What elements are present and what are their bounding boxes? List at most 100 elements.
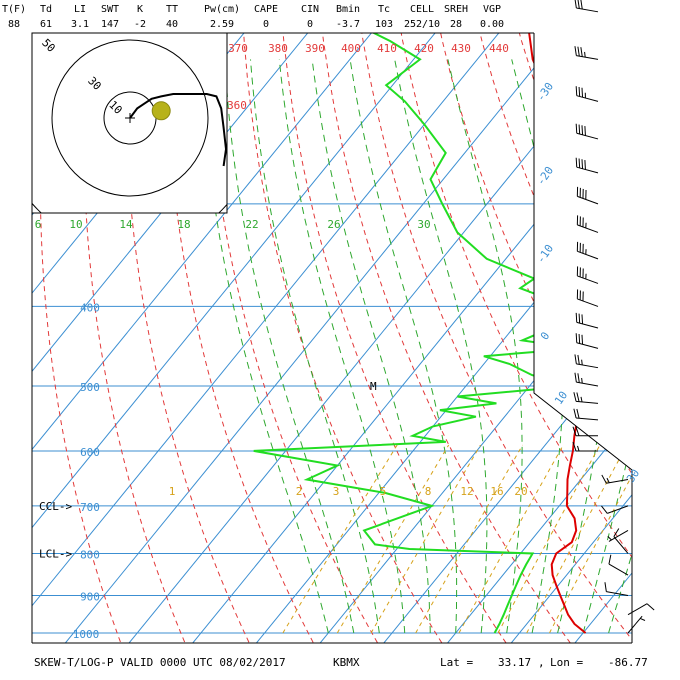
header-label: VGP (482, 4, 502, 15)
wind-barb-shaft (576, 342, 599, 349)
mixing-ratio-line (282, 444, 398, 634)
dry-adiabat-line (375, 33, 632, 643)
dry-adiabat-line (437, 33, 632, 643)
header-value: 252/10 (403, 19, 441, 30)
wind-barb-shaft (576, 55, 599, 60)
wind-barb (575, 86, 599, 102)
wind-barb-flag (601, 505, 608, 514)
wind-barb-flag (604, 582, 607, 592)
dry-adiabat-label: 420 (414, 42, 434, 55)
pressure-label: 600 (80, 446, 100, 459)
wind-barb (572, 426, 598, 437)
header-label: SWT (100, 4, 120, 15)
dry-adiabat-line (556, 33, 632, 643)
pressure-label: 800 (80, 548, 100, 561)
wind-barb-flag (581, 87, 584, 98)
moist-adiabat-line (224, 59, 355, 634)
header-value: 61 (39, 19, 53, 30)
isotherm-label: -30 (534, 80, 556, 104)
wind-barb-flag (613, 528, 620, 537)
wind-barb-shaft (577, 250, 599, 260)
dry-adiabat-label: 400 (341, 42, 361, 55)
header-label: TT (165, 4, 179, 15)
wind-barb-flag (573, 392, 577, 402)
dry-adiabat-line (124, 33, 254, 643)
isotherm-label: 0 (538, 330, 552, 343)
wind-barb (604, 582, 629, 596)
wind-barb (575, 312, 599, 329)
wind-barb (576, 289, 599, 307)
wind-barb-flag (608, 554, 612, 565)
wind-barb-flag (578, 86, 581, 97)
wind-barb-flag (578, 124, 581, 135)
header-value: 2.59 (209, 19, 235, 30)
wind-barb-flag (575, 312, 578, 323)
wind-barb-flag (575, 333, 578, 343)
moist-adiabat-line (608, 59, 632, 634)
mixing-ratio-label: 8 (425, 485, 432, 498)
isotherm-line (383, 33, 632, 643)
wind-barb-flag (577, 46, 580, 57)
wind-barb-shaft (627, 603, 648, 616)
wind-barb-flag (578, 313, 581, 324)
wind-barb-shaft (607, 505, 629, 514)
wind-barb (574, 372, 599, 387)
header-value: 147 (100, 19, 120, 30)
wind-barb (608, 554, 629, 576)
wind-barb (573, 392, 599, 404)
wind-barb-flag (578, 158, 581, 169)
mixing-ratio-line (497, 444, 601, 634)
footer-bar: SKEW-T/LOG-P VALID 0000 UTC 08/02/2017 K… (0, 654, 680, 672)
dry-adiabat-label: 390 (305, 42, 325, 55)
wind-barb-shaft (606, 591, 629, 596)
plot-right-border (533, 33, 633, 643)
wind-barb-flag (580, 0, 583, 10)
wind-barb-flag (577, 0, 580, 9)
wind-barb-flag (581, 314, 584, 324)
hodograph-ring (51, 39, 209, 197)
header-label: CAPE (253, 4, 279, 15)
isotherm-line (32, 33, 399, 643)
isotherm-label: 10 (552, 389, 570, 407)
wind-barb-flag (575, 426, 580, 436)
wind-barb-shaft (576, 400, 599, 404)
wind-barb-shaft (576, 417, 599, 421)
header-value: -2 (133, 19, 147, 30)
footer-separator: , (538, 656, 545, 669)
footer-lat-value: 33.17 (498, 656, 532, 669)
mixing-ratio-label: 12 (460, 485, 473, 498)
wind-barb-flag (575, 86, 578, 96)
wind-barb-shaft (577, 275, 599, 284)
isotherm-line (64, 33, 590, 643)
dry-adiabat-label: 360 (227, 99, 247, 112)
isotherm-line (32, 33, 527, 643)
wind-barb-shaft (576, 132, 599, 140)
wind-barb-flag (577, 354, 580, 365)
moist-adiabat-line (660, 59, 680, 633)
moist-adiabat-line (447, 59, 523, 634)
wind-barb-flag (581, 125, 584, 135)
wind-barb-flag (574, 372, 577, 383)
header-value: -3.7 (335, 19, 361, 30)
wind-barb-flag (573, 408, 577, 419)
wind-barb-shaft (576, 166, 599, 174)
isotherm-line (0, 0, 16, 643)
header-value: 0 (262, 19, 270, 30)
wind-barb (574, 354, 599, 369)
wind-barb-flag (577, 373, 580, 383)
wind-barb-flag (584, 51, 586, 58)
wind-barb-flag (581, 159, 584, 169)
header-label: Tc (377, 4, 391, 15)
wind-barb-flag (640, 617, 646, 621)
wind-barb-flag (581, 377, 583, 384)
wind-barb-shaft (576, 321, 599, 329)
header-label: Pw(cm) (203, 4, 241, 15)
wind-barb-shaft (576, 363, 599, 369)
header-value: 3.1 (70, 19, 90, 30)
dry-adiabat-label: 410 (377, 42, 397, 55)
mixing-ratio-line (458, 444, 564, 634)
wind-barb (576, 241, 599, 260)
wind-barb-flag (607, 536, 612, 541)
parcel-marker: M (370, 380, 377, 393)
